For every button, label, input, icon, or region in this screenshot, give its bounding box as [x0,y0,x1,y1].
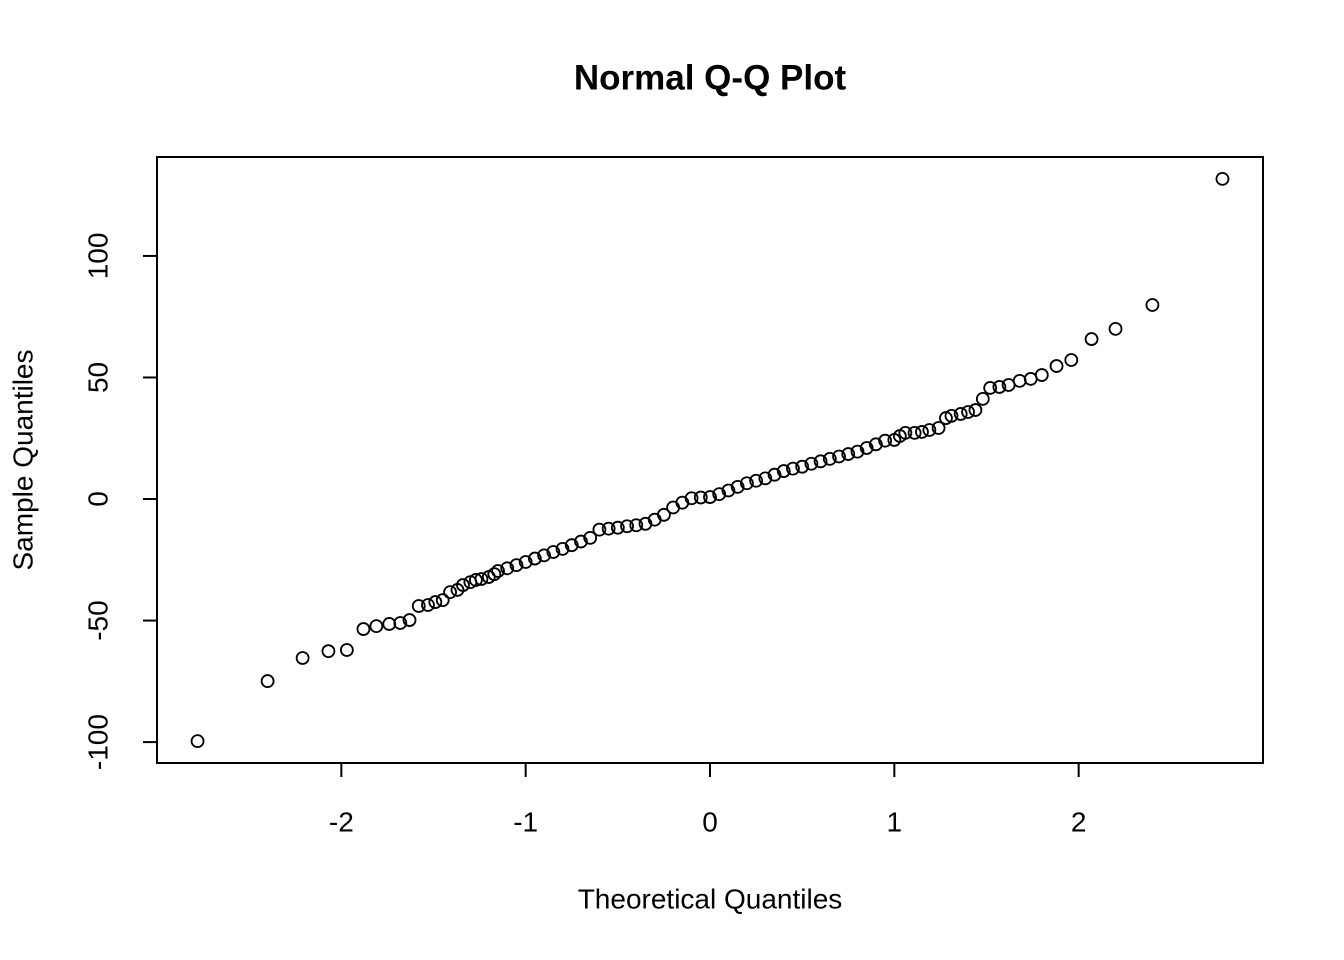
point [944,408,959,423]
point [474,572,489,586]
point [500,561,515,576]
point [795,459,810,474]
point [468,573,483,587]
point [411,599,426,613]
point [1215,171,1230,186]
x-tick-label: -2 [329,806,354,837]
point [931,421,946,435]
point [703,490,717,504]
point [443,585,457,600]
point [1049,359,1064,373]
point [592,522,607,537]
point [509,558,524,573]
point [393,616,408,630]
point [961,405,975,419]
x-tick-label: 0 [702,806,718,837]
point [915,425,929,439]
point [822,452,837,466]
point [428,595,443,609]
point [841,447,856,461]
point [402,613,417,627]
y-tick-label: -100 [82,714,113,770]
point [629,518,644,533]
point [922,423,937,437]
point [776,464,791,478]
point [321,644,336,659]
point [456,578,470,592]
point [907,425,922,440]
point [487,567,502,582]
point [369,619,384,634]
point [666,500,681,515]
point [983,381,998,395]
y-tick-label: 50 [82,362,113,393]
y-tick-label: -50 [82,600,113,640]
x-tick-label: -1 [513,806,538,837]
point [190,734,205,749]
point [730,479,745,494]
point [1064,353,1079,367]
point [767,467,782,482]
chart-title: Normal Q-Q Plot [574,58,847,97]
point [1012,373,1027,388]
point [435,593,450,608]
point [859,441,874,455]
point [527,551,542,566]
point [537,548,551,563]
point [518,555,533,569]
point [546,545,561,559]
x-tick-label: 1 [887,806,903,837]
point [739,476,754,491]
point [491,564,505,578]
y-tick-label: 100 [82,233,113,280]
point [1145,298,1160,312]
point [1108,321,1123,336]
point [712,487,727,502]
point [850,444,865,459]
point [583,531,598,545]
point [804,456,819,471]
point [555,541,570,556]
point [356,622,371,636]
point [610,520,625,535]
point [260,674,275,688]
point [869,437,883,452]
plot-box [156,156,1264,764]
y-tick-label: 0 [82,491,113,507]
point [898,425,913,440]
point [975,391,990,406]
point [295,651,310,665]
point [813,454,828,469]
point [564,538,579,553]
point [721,483,736,498]
point [382,617,397,631]
point [786,461,800,476]
x-tick-label: 2 [1071,806,1087,837]
point [749,473,763,488]
point [620,519,634,534]
point [832,449,846,464]
point [601,521,616,536]
point [1034,368,1049,382]
point [968,403,983,417]
point [421,598,435,612]
point [953,407,968,421]
point [574,534,588,549]
point [758,471,773,486]
x-axis-label: Theoretical Quantiles [578,883,843,914]
point [693,490,708,505]
point [684,491,699,506]
y-axis-label: Sample Quantiles [7,349,38,570]
point [1084,332,1099,346]
point [657,507,671,522]
point [992,380,1007,394]
point [878,433,893,448]
point [339,643,354,657]
